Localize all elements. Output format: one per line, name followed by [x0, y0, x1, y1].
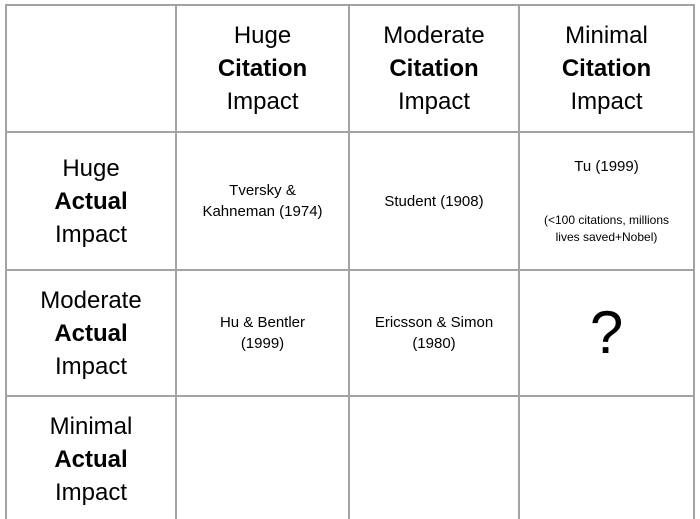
- col-header-suffix: Impact: [570, 88, 643, 115]
- row-huge-actual: Huge Actual Impact Tversky & Kahneman (1…: [5, 131, 695, 271]
- col-header-emphasis: Citation: [389, 55, 479, 82]
- cell-moderate-actual-huge-citation: Hu & Bentler (1999): [175, 269, 350, 397]
- row-header-level: Huge: [62, 154, 120, 182]
- col-header-emphasis: Citation: [217, 55, 308, 82]
- row-minimal-actual: Minimal Actual Impact: [5, 395, 695, 519]
- citation-main-text: Tu (1999): [574, 158, 639, 175]
- row-header-emphasis: Actual: [54, 319, 128, 347]
- col-header-moderate-citation: Moderate Citation Impact: [348, 4, 520, 133]
- col-header-suffix: Impact: [226, 88, 299, 115]
- col-header-suffix: Impact: [397, 88, 471, 115]
- row-header-suffix: Impact: [54, 220, 128, 248]
- corner-cell: [5, 4, 177, 133]
- cell-huge-actual-minimal-citation: Tu (1999) (<100 citations, millions live…: [518, 131, 695, 271]
- row-header-level: Minimal: [49, 412, 133, 440]
- col-header-level: Huge: [233, 22, 292, 49]
- header-row: Huge Citation Impact Moderate Citation I…: [5, 4, 695, 133]
- row-header-suffix: Impact: [54, 478, 128, 506]
- cell-minimal-actual-huge-citation: [175, 395, 350, 519]
- cell-minimal-actual-minimal-citation: [518, 395, 695, 519]
- cell-huge-actual-huge-citation: Tversky & Kahneman (1974): [175, 131, 350, 271]
- row-header-emphasis: Actual: [54, 187, 128, 215]
- row-header-level: Moderate: [40, 286, 142, 314]
- col-header-huge-citation: Huge Citation Impact: [175, 4, 350, 133]
- row-header-suffix: Impact: [54, 352, 128, 380]
- row-header-huge-actual: Huge Actual Impact: [5, 131, 177, 271]
- citation-vs-actual-impact-table: Huge Citation Impact Moderate Citation I…: [5, 4, 695, 519]
- cell-moderate-actual-moderate-citation: Ericsson & Simon (1980): [348, 269, 520, 397]
- cell-huge-actual-moderate-citation: Student (1908): [348, 131, 520, 271]
- row-header-minimal-actual: Minimal Actual Impact: [5, 395, 177, 519]
- row-header-moderate-actual: Moderate Actual Impact: [5, 269, 177, 397]
- citation-note-text: (<100 citations, millions lives saved+No…: [543, 213, 670, 244]
- cell-moderate-actual-minimal-citation-question-mark: ?: [518, 269, 695, 397]
- col-header-level: Moderate: [383, 22, 485, 49]
- row-moderate-actual: Moderate Actual Impact Hu & Bentler (199…: [5, 269, 695, 397]
- col-header-minimal-citation: Minimal Citation Impact: [518, 4, 695, 133]
- col-header-emphasis: Citation: [561, 55, 652, 82]
- col-header-level: Minimal: [565, 22, 648, 49]
- row-header-emphasis: Actual: [54, 445, 128, 473]
- cell-minimal-actual-moderate-citation: [348, 395, 520, 519]
